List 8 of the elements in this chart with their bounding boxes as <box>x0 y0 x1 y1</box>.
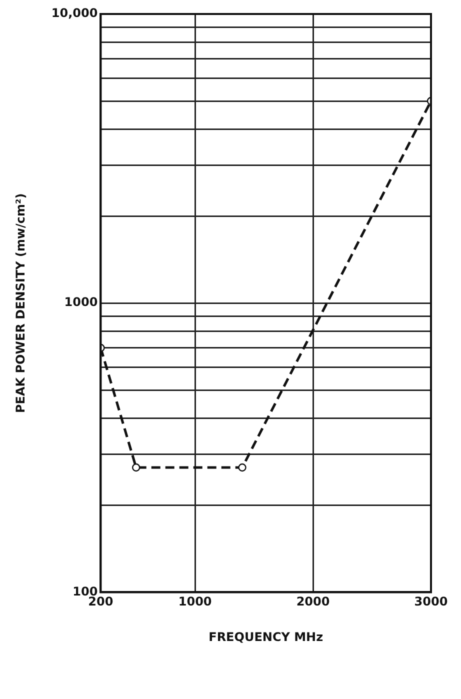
x-tick-label: 3000 <box>414 594 448 609</box>
x-axis-title: FREQUENCY MHz <box>208 630 324 644</box>
x-tick-label: 2000 <box>296 594 330 609</box>
y-tick-label: 10,000 <box>51 6 98 20</box>
x-tick-label: 1000 <box>178 594 212 609</box>
y-tick-label: 1000 <box>64 295 98 310</box>
y-axis-title: PEAK POWER DENSITY (mw/cm²) <box>13 193 28 413</box>
x-tick-label: 200 <box>88 594 114 609</box>
